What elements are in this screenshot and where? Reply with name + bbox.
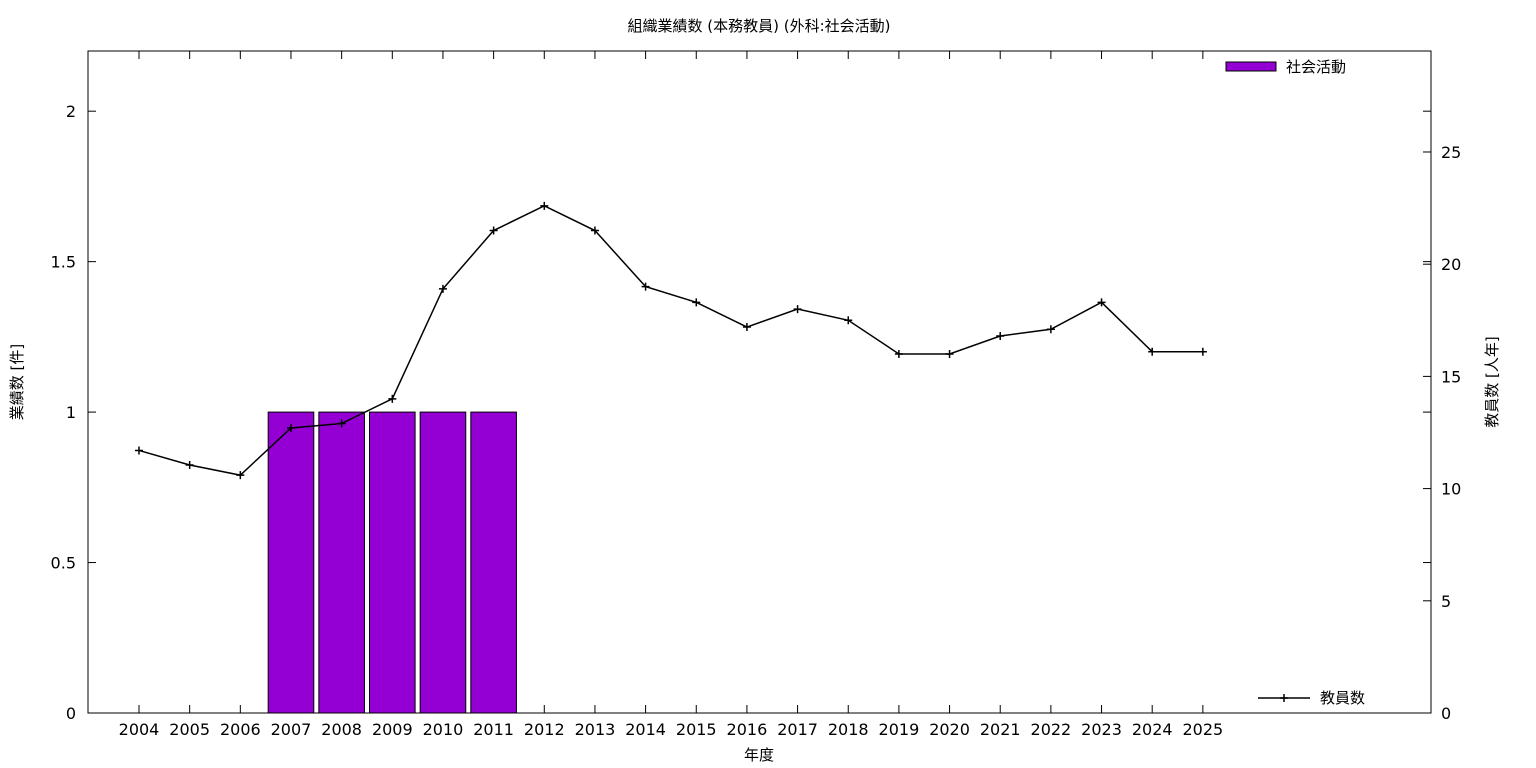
y-tick-label-3: 1.5 bbox=[51, 253, 76, 272]
x-tick-label-1: 2005 bbox=[169, 720, 210, 739]
x-tick-label-0: 2004 bbox=[119, 720, 160, 739]
legend-line-label: 教員数 bbox=[1320, 689, 1365, 707]
x-tick-label-11: 2015 bbox=[676, 720, 717, 739]
y2-tick-label-4: 20 bbox=[1441, 255, 1461, 274]
x-tick-label-4: 2008 bbox=[321, 720, 362, 739]
line-series bbox=[135, 201, 1207, 480]
line-point-2021 bbox=[996, 331, 1005, 340]
x-tick-label-18: 2022 bbox=[1031, 720, 1072, 739]
line-point-2013 bbox=[590, 226, 599, 235]
line-point-2014 bbox=[641, 282, 650, 291]
line-point-2022 bbox=[1046, 325, 1055, 334]
line-point-2023 bbox=[1097, 298, 1106, 307]
bar-2010 bbox=[419, 411, 467, 714]
legend-bars-label: 社会活動 bbox=[1286, 58, 1346, 76]
line-point-2017 bbox=[793, 305, 802, 314]
y-tick-label-1: 0.5 bbox=[51, 554, 76, 573]
x-tick-label-13: 2017 bbox=[777, 720, 818, 739]
y2-tick-label-5: 25 bbox=[1441, 143, 1461, 162]
legend-bars-swatch bbox=[1225, 61, 1277, 72]
y-axis-label: 業績数 [件] bbox=[8, 344, 26, 420]
line-point-2009 bbox=[388, 394, 397, 403]
x-tick-label-5: 2009 bbox=[372, 720, 413, 739]
y2-tick-label-1: 5 bbox=[1441, 592, 1451, 611]
legend-line-marker bbox=[1280, 694, 1288, 702]
y2-tick-label-3: 15 bbox=[1441, 367, 1461, 386]
y-axis-right: 0 5 10 15 20 25 bbox=[1423, 143, 1461, 723]
x-tick-label-3: 2007 bbox=[271, 720, 312, 739]
line-point-2004 bbox=[135, 446, 143, 455]
legend-bars: 社会活動 bbox=[1225, 58, 1346, 76]
x-tick-label-20: 2024 bbox=[1132, 720, 1173, 739]
y2-tick-label-2: 10 bbox=[1441, 480, 1461, 499]
y-tick-label-0: 0 bbox=[66, 704, 76, 723]
x-tick-label-10: 2014 bbox=[625, 720, 666, 739]
line-point-2018 bbox=[844, 316, 853, 325]
line-point-2024 bbox=[1148, 347, 1157, 356]
bar-2011 bbox=[470, 411, 517, 714]
x-tick-label-19: 2023 bbox=[1081, 720, 1122, 739]
line-point-2019 bbox=[894, 349, 903, 358]
y-tick-label-4: 2 bbox=[66, 102, 76, 121]
x-tick-label-12: 2016 bbox=[727, 720, 768, 739]
line-point-2020 bbox=[945, 349, 954, 358]
line-point-2012 bbox=[540, 201, 549, 210]
x-tick-label-14: 2018 bbox=[828, 720, 869, 739]
bar-2009 bbox=[369, 411, 416, 714]
line-point-2005 bbox=[185, 461, 194, 470]
y-tick-label-2: 1 bbox=[66, 403, 76, 422]
bar-2008 bbox=[318, 411, 365, 714]
line-point-2025 bbox=[1198, 347, 1207, 356]
line-point-2015 bbox=[692, 298, 701, 307]
x-tick-label-9: 2013 bbox=[575, 720, 616, 739]
bar-series bbox=[267, 411, 517, 714]
line-point-2007 bbox=[286, 424, 295, 433]
line-point-2006 bbox=[236, 471, 245, 480]
chart-title: 組織業績数 (本務教員) (外科:社会活動) bbox=[628, 17, 891, 35]
y2-tick-label-0: 0 bbox=[1441, 704, 1451, 723]
x-tick-label-15: 2019 bbox=[879, 720, 920, 739]
line-point-2010 bbox=[438, 284, 447, 293]
legend-line: 教員数 bbox=[1258, 689, 1365, 707]
x-tick-label-17: 2021 bbox=[980, 720, 1021, 739]
line-point-2016 bbox=[742, 323, 751, 332]
x-tick-label-16: 2020 bbox=[929, 720, 970, 739]
x-tick-label-7: 2011 bbox=[473, 720, 514, 739]
line-point-2011 bbox=[489, 226, 498, 235]
x-tick-label-2: 2006 bbox=[220, 720, 261, 739]
line-path bbox=[138, 205, 1203, 476]
y-axis-left: 0 0.5 1 1.5 2 bbox=[51, 102, 1431, 723]
x-axis: 2004 2005 2006 2007 2008 2009 2010 2011 2012 2013… bbox=[119, 51, 1224, 739]
x-tick-label-21: 2025 bbox=[1183, 720, 1224, 739]
y2-axis-label: 教員数 [人年] bbox=[1483, 336, 1501, 427]
x-tick-label-8: 2012 bbox=[524, 720, 565, 739]
x-tick-label-6: 2010 bbox=[423, 720, 464, 739]
plot-frame bbox=[87, 50, 1432, 714]
x-axis-label: 年度 bbox=[744, 746, 774, 764]
bar-2007 bbox=[267, 411, 315, 714]
line-point-2008 bbox=[337, 419, 346, 428]
